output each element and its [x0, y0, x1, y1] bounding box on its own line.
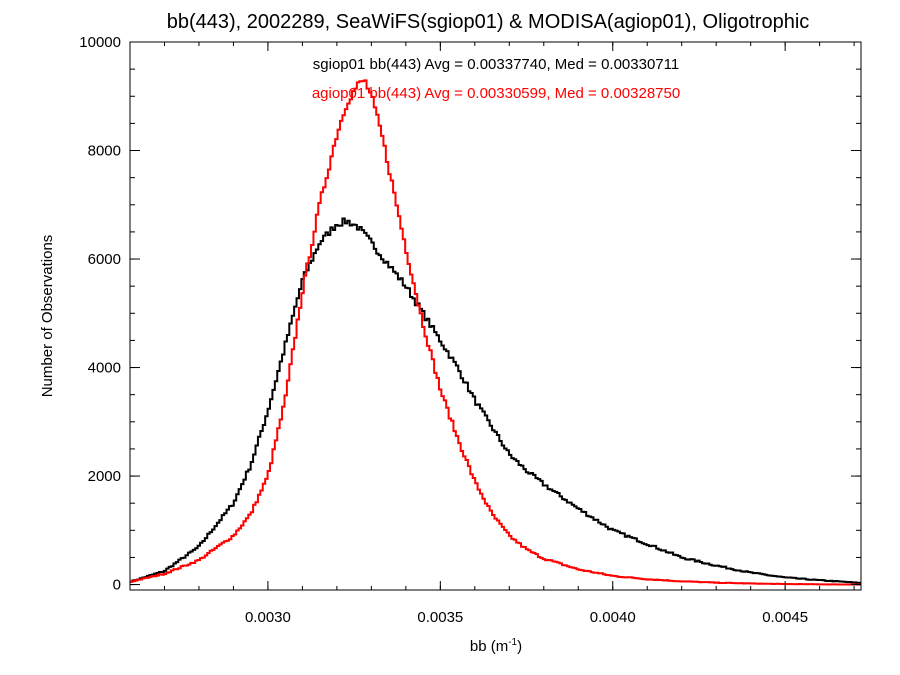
- y-axis-label: Number of Observations: [39, 235, 56, 398]
- plot-frame: [129, 41, 862, 591]
- x-axis: 0.0030 0.0035 0.0040 0.0045: [129, 42, 855, 626]
- x-tick-label: 0.0030: [245, 609, 291, 626]
- x-tick-label: 0.0040: [590, 609, 636, 626]
- x-axis-label: bb (m-1): [470, 637, 522, 655]
- x-axis-label-superscript: -1: [508, 637, 517, 648]
- annotation-sgiop01: sgiop01 bb(443) Avg = 0.00337740, Med = …: [313, 56, 679, 73]
- x-axis-label-main: bb (m: [470, 638, 508, 655]
- y-tick-label: 10000: [79, 34, 121, 51]
- y-tick-label: 0: [113, 577, 121, 594]
- y-axis: 0 2000 4000 6000 8000 10000: [79, 34, 861, 594]
- plot-series: [130, 79, 861, 586]
- y-tick-label: 4000: [88, 360, 121, 377]
- x-tick-label: 0.0035: [417, 609, 463, 626]
- y-tick-label: 2000: [88, 468, 121, 485]
- series-line-agiop01: [130, 79, 861, 586]
- series-line-sgiop01: [130, 217, 861, 584]
- annotation-agiop01: agiop01 bb(443) Avg = 0.00330599, Med = …: [312, 85, 680, 102]
- x-axis-label-tail: ): [517, 638, 522, 655]
- y-tick-label: 6000: [88, 251, 121, 268]
- y-tick-label: 8000: [88, 143, 121, 160]
- x-tick-label: 0.0045: [762, 609, 808, 626]
- chart-title: bb(443), 2002289, SeaWiFS(sgiop01) & MOD…: [167, 11, 810, 33]
